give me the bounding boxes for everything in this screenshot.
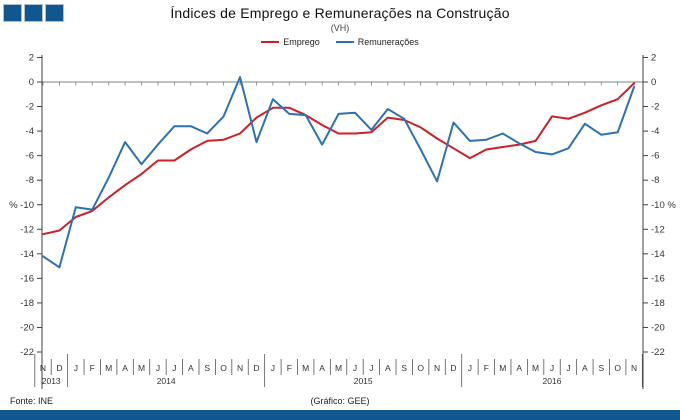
x-month-label: N (40, 363, 46, 373)
x-month-label: J (550, 363, 554, 373)
footer-bar (0, 410, 680, 420)
y-tick-label-right: -16 (651, 273, 665, 284)
y-tick-label-right: 2 (651, 52, 656, 63)
x-month-label: M (499, 363, 506, 373)
x-month-label: O (220, 363, 227, 373)
series-line-remuneracoes (42, 76, 636, 269)
x-month-label: M (532, 363, 539, 373)
x-month-label: M (335, 363, 342, 373)
x-month-label: A (582, 363, 588, 373)
y-tick-label-left: -6 (26, 151, 34, 162)
x-month-label: A (319, 363, 325, 373)
source-note: Fonte: INE (10, 396, 54, 406)
x-month-label: O (614, 363, 621, 373)
x-month-label: N (237, 363, 243, 373)
y-tick-label-right: -14 (651, 249, 665, 260)
legend-item-emprego: Emprego (261, 37, 320, 47)
x-month-label: O (417, 363, 424, 373)
x-month-label: M (138, 363, 145, 373)
chart-title: Índices de Emprego e Remunerações na Con… (170, 5, 510, 21)
y-tick-label-left: -14 (20, 249, 34, 260)
y-tick-label-left: -16 (20, 273, 34, 284)
y-tick-label-right: -18 (651, 298, 665, 309)
y-tick-label-left: -2 (26, 102, 34, 113)
x-month-label: N (631, 363, 637, 373)
x-month-label: S (401, 363, 407, 373)
x-month-label: J (172, 363, 176, 373)
logo-square-icon (24, 4, 43, 22)
series-line-emprego (42, 82, 636, 236)
y-tick-label-left: -20 (20, 323, 34, 334)
x-month-label: J (566, 363, 570, 373)
y-tick-label-left: 2 (29, 52, 34, 63)
y-tick-label-right: -10 % (651, 200, 676, 211)
credit-note: (Gráfico: GEE) (310, 396, 370, 406)
legend-label: Emprego (283, 37, 320, 47)
x-month-label: A (516, 363, 522, 373)
logo-square-icon (3, 4, 22, 22)
x-month-label: F (484, 363, 489, 373)
x-month-label: N (434, 363, 440, 373)
y-tick-label-right: -20 (651, 323, 665, 334)
y-tick-label-left: -22 (20, 347, 34, 358)
x-month-label: S (204, 363, 210, 373)
legend-line-swatch-blue (335, 41, 354, 43)
legend-line-swatch-red (261, 41, 280, 43)
x-month-label: S (598, 363, 604, 373)
x-year-label: 2014 (157, 376, 176, 386)
x-month-label: D (253, 363, 259, 373)
y-tick-label-left: -12 (20, 224, 34, 235)
x-month-label: J (468, 363, 472, 373)
y-tick-label-left: % -10 (9, 200, 34, 211)
x-month-label: J (369, 363, 373, 373)
x-month-label: M (105, 363, 112, 373)
y-tick-label-right: -22 (651, 347, 665, 358)
x-month-label: J (156, 363, 160, 373)
logo-square-icon (45, 4, 64, 22)
x-month-label: J (74, 363, 78, 373)
y-tick-label-right: -4 (651, 126, 659, 137)
y-tick-label-left: 0 (29, 77, 34, 88)
x-year-label: 2016 (543, 376, 562, 386)
y-tick-label-right: -8 (651, 175, 659, 186)
legend-label: Remunerações (357, 37, 419, 47)
y-tick-label-left: -18 (20, 298, 34, 309)
x-month-label: A (385, 363, 391, 373)
y-tick-label-right: 0 (651, 77, 656, 88)
x-year-label: 2013 (42, 376, 61, 386)
x-month-label: A (188, 363, 194, 373)
chart-subtitle: (VH) (330, 23, 350, 33)
x-month-label: F (90, 363, 95, 373)
x-month-label: F (287, 363, 292, 373)
x-month-label: D (450, 363, 456, 373)
y-tick-label-right: -12 (651, 224, 665, 235)
x-month-label: J (353, 363, 357, 373)
y-tick-label-left: -4 (26, 126, 34, 137)
legend-item-remuneracoes: Remunerações (335, 37, 419, 47)
y-tick-label-right: -6 (651, 151, 659, 162)
x-month-label: M (302, 363, 309, 373)
y-tick-label-left: -8 (26, 175, 34, 186)
logo (3, 4, 64, 22)
legend: Emprego Remunerações (0, 37, 680, 47)
x-month-label: D (56, 363, 62, 373)
x-year-label: 2015 (354, 376, 373, 386)
x-month-label: J (271, 363, 275, 373)
y-tick-label-right: -2 (651, 102, 659, 113)
x-month-label: A (122, 363, 128, 373)
